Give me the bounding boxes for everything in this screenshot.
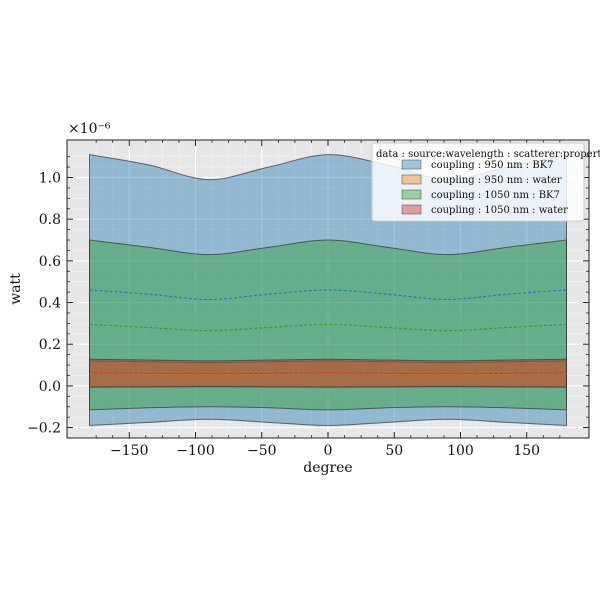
band-series-3	[89, 358, 567, 388]
y-tick-label: 0.2	[39, 337, 61, 353]
x-tick-label: −50	[247, 443, 277, 459]
x-tick-label: 0	[324, 443, 333, 459]
legend-label-series-0: coupling : 950 nm : BK7	[431, 160, 554, 171]
band-series-0	[89, 153, 567, 427]
legend-swatch-series-1	[401, 174, 422, 185]
ticks-layer: −150 −100 −50 0 50 100 150 −0.2 0.0 0.2 0.4 0.6 0.8 1…	[27, 140, 589, 459]
mean-line-series-0	[89, 289, 567, 300]
y-tick-label: 0.8	[39, 212, 61, 228]
legend-swatch-series-0	[401, 159, 422, 170]
legend-label-series-2: coupling : 1050 nm : BK7	[431, 190, 560, 201]
y-tick-label: 0.0	[39, 379, 61, 395]
grid-layer	[67, 140, 589, 439]
mean-line-series-2	[89, 323, 567, 332]
y-tick-label: 1.0	[39, 171, 61, 187]
bands-layer	[89, 153, 567, 427]
legend-entries: coupling : 950 nm : BK7 coupling : 950 nm…	[401, 159, 568, 216]
mean-line-series-3	[89, 372, 567, 375]
x-tick-label: −100	[176, 443, 214, 459]
x-axis-label: degree	[303, 460, 352, 476]
band-series-2	[89, 239, 567, 411]
legend-label-series-1: coupling : 950 nm : water	[431, 175, 562, 186]
legend-title: data : source:wavelength : scatterer:pro…	[376, 149, 600, 160]
legend-swatch-series-2	[401, 189, 422, 200]
y-tick-label: 0.4	[39, 296, 61, 312]
y-tick-label: −0.2	[27, 421, 61, 437]
x-tick-label: 150	[513, 443, 540, 459]
x-tick-label: 50	[385, 443, 403, 459]
mean-lines-layer	[89, 289, 567, 375]
x-tick-label: −150	[110, 443, 148, 459]
x-tick-label: 100	[447, 443, 474, 459]
legend-box	[371, 142, 585, 222]
y-tick-label: 0.6	[39, 254, 61, 270]
legend: data : source:wavelength : scatterer:pro…	[371, 142, 600, 222]
legend-swatch-series-3	[401, 204, 422, 215]
legend-label-series-3: coupling : 1050 nm : water	[431, 205, 568, 216]
y-axis-label: watt	[8, 273, 24, 305]
y-scale-label: ×10⁻⁶	[68, 121, 111, 137]
